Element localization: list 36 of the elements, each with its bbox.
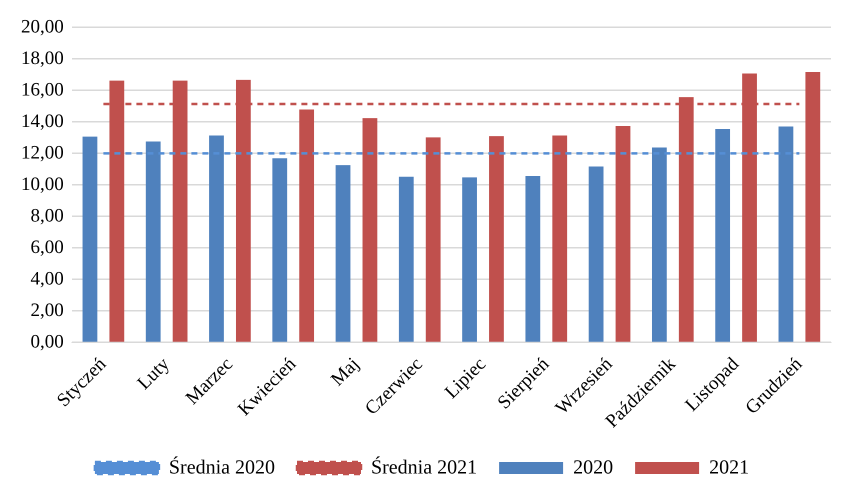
bar (82, 136, 98, 342)
legend-label: Średnia 2021 (371, 455, 478, 478)
y-tick-label: 6,00 (30, 236, 64, 258)
bar (778, 126, 794, 342)
bar (209, 135, 224, 342)
y-tick-label: 18,00 (21, 48, 64, 69)
x-tick-label: Luty (133, 353, 174, 394)
bar (462, 177, 477, 342)
y-tick-label: 2,00 (30, 300, 64, 321)
y-tick-label: 0,00 (30, 331, 64, 352)
y-tick-label: 16,00 (21, 79, 64, 100)
bar (652, 147, 667, 342)
legend-label: 2020 (573, 456, 614, 478)
bar (272, 158, 288, 342)
bar (362, 118, 378, 342)
bar (715, 129, 730, 342)
bar (146, 141, 161, 342)
bar (426, 137, 441, 342)
bar (489, 136, 504, 342)
y-tick-label: 8,00 (30, 205, 64, 226)
x-tick-label: Maj (327, 354, 364, 390)
y-tick-label: 20,00 (21, 16, 64, 38)
y-tick-label: 4,00 (30, 268, 64, 290)
bar (588, 166, 604, 342)
bar (552, 135, 568, 342)
y-tick-label: 14,00 (21, 110, 64, 132)
legend-label: 2021 (709, 456, 750, 478)
y-tick-label: 12,00 (21, 142, 64, 164)
bar (525, 176, 540, 342)
bar (336, 165, 350, 342)
y-tick-label: 10,00 (21, 174, 64, 195)
bar (398, 176, 414, 342)
legend-label: Średnia 2020 (168, 455, 275, 478)
bar (616, 126, 630, 342)
bar (805, 72, 820, 342)
bar (299, 109, 314, 342)
